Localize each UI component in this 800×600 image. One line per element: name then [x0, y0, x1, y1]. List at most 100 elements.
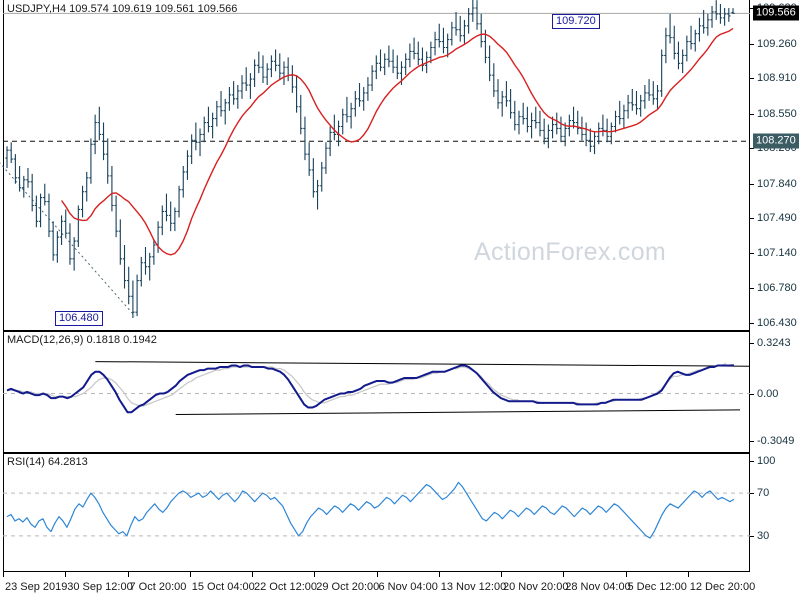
ohlc-bar [601, 114, 605, 137]
price-tick-label: 107.840 [757, 177, 797, 190]
time-tick-mark [438, 572, 440, 577]
macd-tick-mark [750, 393, 754, 395]
ohlc-bar [231, 81, 236, 105]
ohlc-bar [181, 165, 185, 198]
annotation-swing-low[interactable]: 106.480 [55, 311, 103, 326]
price-tick-label: 108.910 [757, 72, 797, 85]
macd-axis[interactable]: 0.3243 0.00 -0.3049 [750, 331, 800, 453]
ohlc-bar [173, 207, 177, 232]
macd-tick-label: -0.3049 [757, 435, 795, 447]
time-tick-mark [501, 572, 502, 577]
rsi-tick-mark [750, 535, 754, 537]
ohlc-bar [97, 106, 101, 141]
ohlc-bar [177, 185, 181, 218]
price-tick-mark [750, 78, 754, 80]
rsi-panel: 100 70 30 [0, 453, 800, 572]
ohlc-bar [131, 280, 135, 319]
price-series-canvas [0, 0, 750, 319]
ohlc-bar [261, 55, 265, 84]
ohlc-bar [609, 122, 613, 145]
ohlc-bar [265, 63, 269, 86]
annotation-swing-high[interactable]: 109.720 [552, 14, 600, 29]
macd-tick-label: 0.00 [757, 387, 779, 400]
ohlc-bar [722, 8, 727, 26]
ohlc-bar [34, 195, 39, 228]
ohlc-bar [689, 25, 693, 50]
time-tick-label: 12 Dec 20:00 [689, 581, 756, 593]
ohlc-bar [38, 193, 43, 228]
price-tick-mark [750, 8, 754, 9]
ohlc-bar [462, 19, 467, 44]
ohlc-bar [496, 79, 500, 109]
ohlc-bar [362, 87, 366, 111]
ohlc-bar [559, 116, 563, 143]
ohlc-bar [487, 45, 492, 82]
ohlc-bar [72, 237, 76, 271]
ohlc-bar [685, 35, 689, 62]
price-tick-mark [750, 113, 754, 115]
ohlc-bar [622, 104, 626, 129]
ohlc-bar [85, 171, 89, 202]
ohlc-bar [236, 85, 240, 109]
ohlc-bar [597, 122, 601, 145]
ohlc-bar [500, 90, 504, 117]
ohlc-bar [395, 55, 399, 80]
time-tick-label: 30 Sep 12:00 [67, 581, 133, 593]
ohlc-bar [219, 90, 223, 117]
ohlc-bar [571, 106, 576, 129]
ohlc-bar [9, 142, 13, 164]
time-tick-mark [189, 572, 191, 577]
ohlc-bar [294, 75, 299, 113]
price-tick-label: 106.430 [757, 317, 797, 329]
ohlc-bar [240, 75, 244, 99]
rsi-tick-label: 100 [757, 455, 776, 467]
ohlc-bar [504, 81, 509, 107]
rsi-axis[interactable]: 100 70 30 [750, 453, 800, 572]
ohlc-bar [59, 215, 64, 245]
ohlc-bar [303, 116, 307, 161]
ohlc-bar [697, 17, 702, 42]
macd-line [6, 364, 734, 414]
macd-tick-label: 0.3243 [757, 337, 791, 349]
price-tick-label: 109.260 [757, 37, 797, 50]
macd-trendline-lower [175, 409, 741, 416]
time-axis[interactable]: 23 Sep 2019 30 Sep 12:00 7 Oct 20:00 15 Oct… [0, 572, 800, 600]
ohlc-bar [647, 79, 651, 101]
ohlc-bar [588, 128, 593, 153]
current-price-tag: 109.566 [753, 5, 799, 21]
ohlc-bar [68, 223, 72, 265]
ohlc-bar [546, 124, 551, 149]
price-axis[interactable]: 109.620109.260108.910108.550108.200107.8… [750, 0, 800, 331]
ohlc-bar [26, 167, 30, 188]
ohlc-bar [160, 205, 164, 236]
ohlc-bar [378, 49, 383, 72]
macd-series-canvas [3, 361, 751, 416]
ohlc-bar [139, 256, 143, 287]
ohlc-bar [408, 43, 412, 68]
ohlc-bar [168, 201, 173, 232]
ohlc-bar [420, 47, 425, 72]
ohlc-bar [311, 158, 316, 198]
price-tick-mark [750, 288, 754, 290]
ohlc-bar [727, 8, 731, 22]
ohlc-bar [513, 100, 517, 131]
ohlc-bar [89, 138, 93, 184]
rsi-tick-label: 70 [757, 487, 770, 500]
ohlc-bar [555, 112, 559, 135]
watermark: ActionForex.com [474, 238, 667, 266]
ohlc-bar [257, 51, 261, 74]
time-tick-mark [65, 572, 67, 577]
downtrend-line [0, 162, 136, 317]
ohlc-bar [278, 53, 282, 80]
price-tick-label: 108.550 [757, 107, 797, 120]
ohlc-bar [110, 165, 114, 212]
ohlc-bar [626, 94, 630, 119]
ohlc-bar [315, 179, 320, 210]
price-tick-mark [750, 43, 754, 45]
ohlc-bar [563, 122, 567, 147]
ohlc-bar [731, 8, 735, 14]
ohlc-bar [660, 49, 664, 97]
time-tick-label: 29 Oct 20:00 [316, 581, 380, 593]
ohlc-bar [383, 53, 387, 76]
